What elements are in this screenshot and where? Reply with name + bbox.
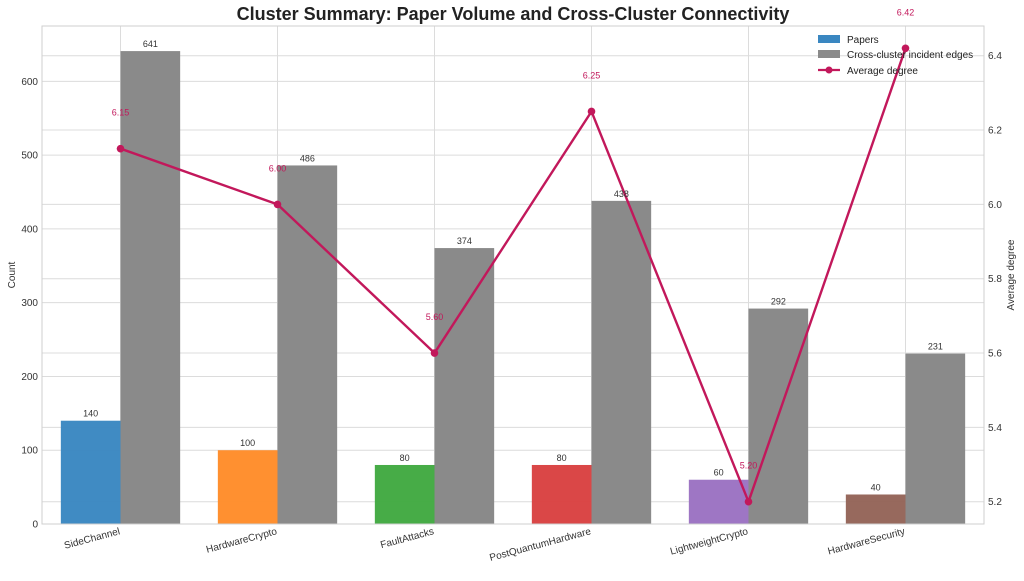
legend-label-edges: Cross-cluster incident edges <box>847 50 973 61</box>
edges-bar <box>120 51 181 525</box>
average-degree-point <box>116 144 125 153</box>
legend-swatch-papers <box>818 35 840 43</box>
average-degree-label: 6.25 <box>583 70 601 80</box>
y-tick-label: 100 <box>21 446 38 457</box>
edges-bar <box>434 248 495 524</box>
average-degree-label: 6.15 <box>112 108 130 118</box>
papers-bar-label: 100 <box>240 438 255 448</box>
average-degree-label: 6.00 <box>269 163 287 173</box>
papers-bar <box>374 464 435 524</box>
edges-bar-label: 486 <box>300 153 315 163</box>
average-degree-label: 6.42 <box>897 7 915 17</box>
papers-bar-label: 80 <box>400 453 410 463</box>
legend-swatch-edges <box>818 50 840 58</box>
y-axis-label: Count <box>7 261 18 288</box>
edges-bar-label: 438 <box>614 189 629 199</box>
plot-frame <box>41 25 985 525</box>
papers-bar-label: 140 <box>83 409 98 419</box>
edges-bar <box>905 353 966 524</box>
chart-title: Cluster Summary: Paper Volume and Cross-… <box>237 4 790 24</box>
average-degree-point <box>430 349 439 357</box>
legend-label-degree: Average degree <box>847 66 918 77</box>
y2-tick-label: 5.2 <box>988 497 1002 508</box>
edges-bar-label: 641 <box>143 39 158 49</box>
average-degree-label: 5.20 <box>740 461 758 471</box>
edges-bar <box>277 165 338 524</box>
edges-bar <box>591 200 652 524</box>
y2-tick-label: 6.2 <box>988 126 1002 137</box>
y-tick-label: 500 <box>21 151 38 162</box>
papers-bar-label: 40 <box>871 482 881 492</box>
papers-bar-label: 60 <box>714 468 724 478</box>
average-degree-line <box>116 44 910 506</box>
y-tick-label: 200 <box>21 372 38 383</box>
bars <box>60 51 966 525</box>
papers-bar-label: 80 <box>557 453 567 463</box>
papers-bar <box>845 494 906 524</box>
papers-bar <box>217 450 278 524</box>
average-degree-label: 5.60 <box>426 312 444 322</box>
y-tick-label: 0 <box>32 520 38 531</box>
y2-tick-label: 5.8 <box>988 274 1002 285</box>
legend: Papers Cross-cluster incident edges Aver… <box>818 35 973 77</box>
average-degree-point <box>587 107 596 116</box>
y2-tick-label: 6.0 <box>988 200 1002 211</box>
y-tick-label: 400 <box>21 224 38 235</box>
edges-bar-label: 374 <box>457 236 472 246</box>
y2-axis-label: Average degree <box>1006 239 1017 310</box>
papers-bar <box>60 420 121 524</box>
average-degree-point <box>901 44 910 53</box>
edges-bar-label: 231 <box>928 342 943 352</box>
legend-marker-degree <box>825 66 833 74</box>
legend-label-papers: Papers <box>847 35 879 46</box>
y-tick-label: 300 <box>21 298 38 309</box>
average-degree-polyline <box>120 47 907 503</box>
y-tick-label: 600 <box>21 77 38 88</box>
edges-bar-label: 292 <box>771 297 786 307</box>
data-labels: 140 641 100 486 80 374 80 438 60 292 40 231 6.15 6.00… <box>83 7 943 492</box>
y2-tick-label: 6.4 <box>988 51 1002 62</box>
average-degree-point <box>744 497 753 506</box>
papers-bar <box>531 464 592 524</box>
papers-bar <box>688 479 749 524</box>
y2-tick-label: 5.6 <box>988 349 1002 360</box>
y2-tick-label: 5.4 <box>988 423 1002 434</box>
average-degree-point <box>273 200 282 209</box>
